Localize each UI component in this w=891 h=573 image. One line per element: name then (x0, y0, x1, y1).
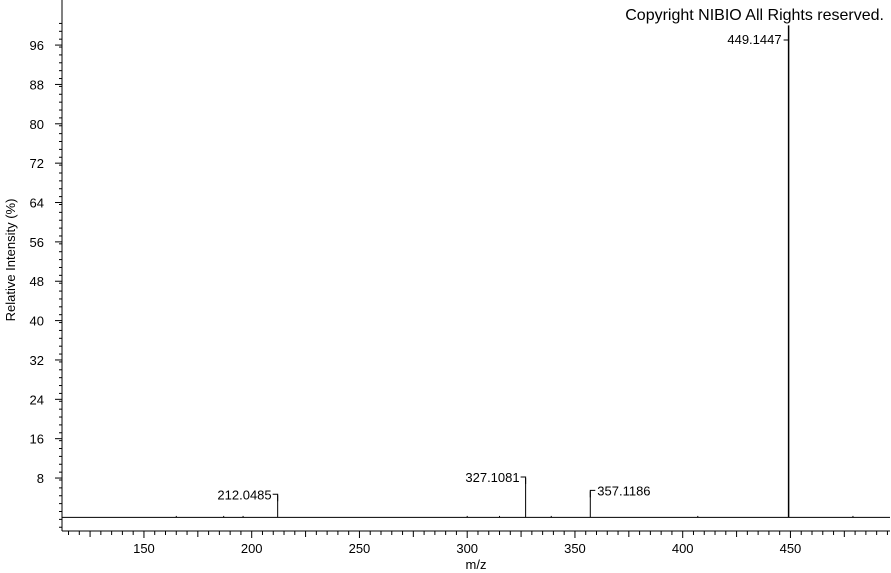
y-tick-label: 96 (30, 38, 44, 53)
y-tick-label: 16 (30, 432, 44, 447)
x-tick-label: 250 (349, 541, 371, 556)
y-tick-label: 32 (30, 353, 44, 368)
y-tick-label: 72 (30, 156, 44, 171)
peak-label-bracket (272, 493, 279, 502)
peak-label: 357.1186 (597, 483, 650, 498)
x-tick-label: 350 (564, 541, 586, 556)
x-tick-label: 300 (456, 541, 478, 556)
peak-label-bracket (589, 489, 596, 498)
x-tick-label: 450 (780, 541, 802, 556)
y-axis-label: Relative Intensity (%) (3, 199, 18, 322)
x-tick-label: 400 (672, 541, 694, 556)
y-tick-label: 56 (30, 235, 44, 250)
y-tick-label: 88 (30, 77, 44, 92)
y-tick-label: 8 (37, 471, 44, 486)
peak-label: 212.0485 (217, 487, 271, 502)
y-tick-label: 80 (30, 117, 44, 132)
peak-label-bracket (520, 476, 527, 485)
y-tick-label: 64 (30, 196, 44, 211)
x-tick-label: 200 (241, 541, 263, 556)
x-axis-label: m/z (466, 557, 487, 572)
axes: 8 16 24 32 40 48 56 64 72 80 88 96 150 200 250 300 350 40… (30, 0, 890, 556)
copyright-text: Copyright NIBIO All Rights reserved. (625, 7, 884, 24)
peak-label: 327.1081 (465, 470, 519, 485)
x-tick-label: 150 (133, 541, 155, 556)
y-tick-label: 24 (30, 392, 44, 407)
peaks: 212.0485 327.1081 357.1186 449.1447 (175, 25, 854, 518)
peak-label: 449.1447 (727, 32, 781, 47)
y-tick-label: 40 (30, 314, 44, 329)
y-tick-label: 48 (30, 274, 44, 289)
